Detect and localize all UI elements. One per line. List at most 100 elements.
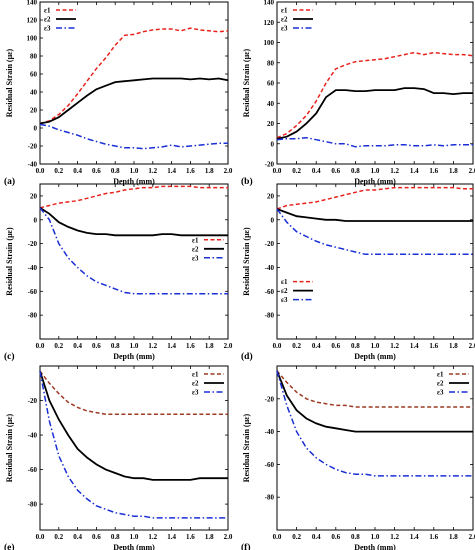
y-tick-label: -60	[28, 288, 38, 296]
y-tick-label: 40	[267, 100, 275, 108]
x-tick-label: 0.4	[73, 533, 82, 541]
y-tick-label: 100	[27, 35, 38, 43]
x-tick-label: 0.2	[292, 167, 301, 175]
x-tick-label: 1.2	[148, 342, 157, 350]
series-line	[39, 370, 228, 481]
panel-label: (d)	[241, 351, 253, 362]
legend-label: ε3	[192, 254, 199, 262]
y-tick-label: 0	[271, 216, 275, 224]
legend-label: ε1	[281, 7, 288, 15]
chart-panel: 0.0 0.2 0.4 0.6 0.8 1.0 1.2 1.4 1.6 1.8 2.0 -80 -60 -…	[4, 183, 233, 362]
panel-label: (a)	[4, 176, 15, 187]
chart-panel: 0.0 0.2 0.4 0.6 0.8 1.0 1.2 1.4 1.6 1.8 2.0 -20 0 20 4…	[241, 0, 475, 187]
series-line	[39, 77, 229, 125]
x-tick-label: 0.6	[331, 167, 340, 175]
x-tick-label: 0.4	[73, 167, 82, 175]
x-tick-label: 1.4	[167, 533, 176, 541]
x-tick-label: 1.6	[429, 533, 438, 541]
y-tick-label: 80	[267, 59, 275, 67]
y-tick-label: -20	[265, 395, 275, 403]
x-axis-title: Depth (mm)	[113, 177, 155, 186]
panel-label: (b)	[241, 176, 253, 187]
legend-label: ε2	[44, 16, 51, 24]
series-line	[276, 136, 473, 148]
legend-label: ε1	[437, 371, 444, 379]
panel-label: (c)	[4, 351, 15, 362]
x-tick-label: 0.4	[73, 342, 82, 350]
y-axis-title: Residual Strain (με)	[5, 227, 14, 296]
x-tick-label: 1.4	[410, 342, 419, 350]
series-line	[276, 370, 473, 477]
legend-label: ε3	[281, 25, 288, 33]
y-tick-label: 140	[27, 0, 38, 7]
y-tick-label: 20	[30, 107, 38, 115]
series-line	[276, 370, 473, 433]
plot-frame	[39, 365, 229, 531]
y-tick-label: -40	[28, 264, 38, 272]
x-tick-label: 2.0	[469, 342, 475, 350]
x-tick-label: 2.0	[469, 533, 475, 541]
x-tick-label: 1.0	[130, 533, 139, 541]
x-tick-label: 0.8	[111, 342, 120, 350]
x-tick-label: 0.8	[351, 167, 360, 175]
x-tick-label: 1.4	[167, 342, 176, 350]
y-axis-title: Residual Strain (με)	[242, 48, 251, 117]
legend-label: ε2	[192, 245, 199, 253]
y-tick-label: -60	[265, 288, 275, 296]
x-tick-label: 1.0	[130, 167, 139, 175]
series-line	[276, 208, 473, 256]
y-tick-label: -80	[28, 312, 38, 320]
x-tick-label: 2.0	[469, 167, 475, 175]
y-tick-label: 20	[267, 120, 275, 128]
y-tick-label: -40	[265, 264, 275, 272]
series-line	[276, 51, 474, 139]
y-axis-title: Residual Strain (με)	[242, 413, 251, 482]
series-line	[39, 27, 229, 125]
y-tick-label: -20	[265, 161, 275, 169]
y-axis-title: Residual Strain (με)	[242, 227, 251, 296]
legend-label: ε1	[281, 278, 288, 286]
x-tick-label: 0.0	[273, 533, 282, 541]
x-tick-label: 1.6	[429, 167, 438, 175]
legend-label: ε3	[192, 389, 199, 397]
x-axis-title: Depth (mm)	[113, 352, 155, 361]
x-tick-label: 1.8	[205, 167, 214, 175]
x-tick-label: 1.2	[390, 167, 399, 175]
x-tick-label: 1.6	[186, 342, 195, 350]
series-line	[39, 207, 228, 295]
x-tick-label: 0.6	[331, 342, 340, 350]
x-tick-label: 1.8	[449, 167, 458, 175]
series-line	[39, 185, 228, 209]
x-tick-label: 1.6	[429, 342, 438, 350]
y-tick-label: 120	[264, 19, 275, 27]
x-tick-label: 2.0	[224, 533, 233, 541]
series-line	[39, 207, 228, 237]
x-tick-label: 0.6	[92, 533, 101, 541]
y-tick-label: -80	[265, 494, 275, 502]
x-tick-label: 2.0	[224, 167, 233, 175]
legend-label: ε1	[192, 371, 199, 379]
plot-frame	[39, 183, 229, 340]
y-tick-label: -20	[265, 240, 275, 248]
x-tick-label: 1.0	[371, 167, 380, 175]
y-tick-label: 120	[27, 17, 38, 25]
x-tick-label: 1.0	[130, 342, 139, 350]
x-tick-label: 0.4	[312, 342, 321, 350]
x-tick-label: 0.6	[92, 167, 101, 175]
y-axis-title: Residual Strain (με)	[5, 413, 14, 482]
x-axis-title: Depth (mm)	[354, 352, 396, 361]
legend-label: ε2	[437, 380, 444, 388]
x-tick-label: 1.6	[186, 533, 195, 541]
series-line	[276, 87, 473, 140]
y-tick-label: -40	[28, 161, 38, 169]
x-tick-label: 0.4	[312, 167, 321, 175]
legend-label: ε2	[281, 16, 288, 24]
y-tick-label: -60	[265, 461, 275, 469]
x-tick-label: 0.8	[351, 533, 360, 541]
x-tick-label: 1.4	[167, 167, 176, 175]
y-tick-label: 20	[267, 192, 275, 200]
panel-label: (f)	[241, 542, 251, 550]
series-line	[39, 123, 228, 150]
x-tick-label: 1.8	[449, 533, 458, 541]
